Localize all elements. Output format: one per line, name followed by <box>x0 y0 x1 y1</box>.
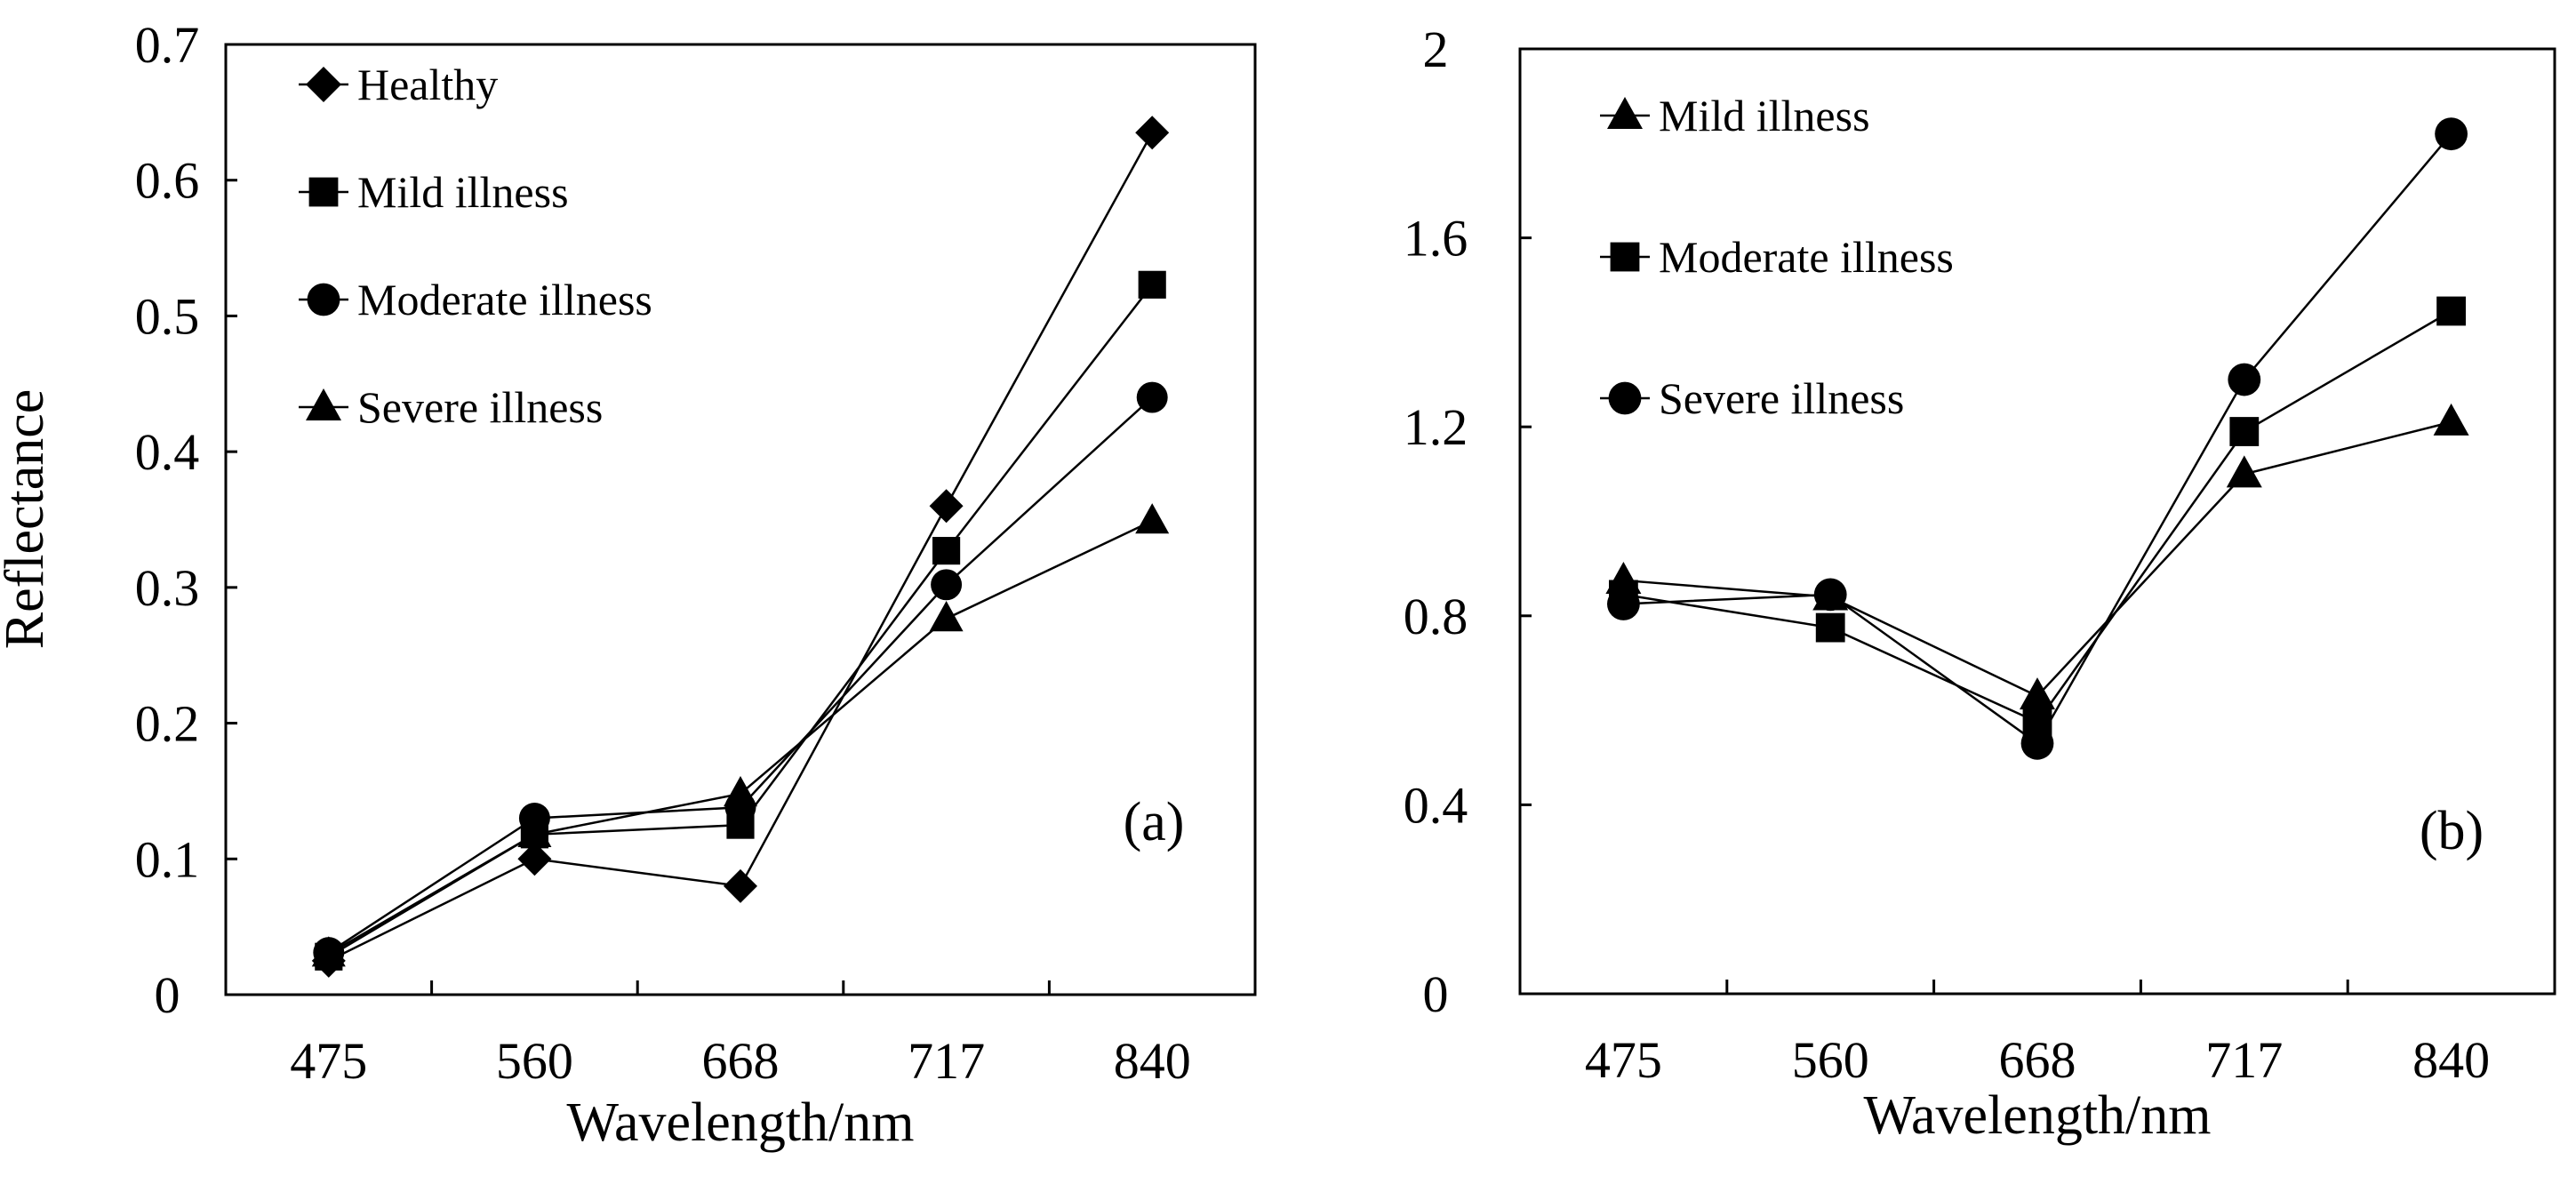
data-point-triangle <box>311 936 346 967</box>
x-tick-label: 560 <box>496 1032 573 1090</box>
chart-panel-b: 0 0.4 0.8 1.2 1.6 2 475 560 668 717 840 Wavelength/… <box>1404 20 2556 1146</box>
series-mild-illness <box>315 270 1166 971</box>
legend-label: Mild illness <box>357 167 569 217</box>
data-point-circle <box>2228 363 2261 396</box>
data-point-triangle <box>929 601 964 632</box>
x-tick-label: 475 <box>290 1032 367 1090</box>
series-moderate-illness <box>1609 296 2466 737</box>
x-tick-label: 717 <box>908 1032 985 1090</box>
legend-label: Severe illness <box>357 382 603 432</box>
x-tick-label: 475 <box>1585 1031 1662 1089</box>
y-axis-title: Reflectance <box>0 389 55 650</box>
legend-label: Moderate illness <box>1659 232 1954 282</box>
x-tick-label: 840 <box>2412 1031 2490 1089</box>
data-point-circle <box>2435 117 2468 151</box>
panel-label: (a) <box>1124 792 1185 852</box>
y-tick-label: 0 <box>1423 965 1449 1023</box>
series-line <box>1623 132 2452 746</box>
x-axis-title: Wavelength/nm <box>1863 1085 2211 1146</box>
data-point-triangle <box>1135 503 1170 534</box>
y-tick-label: 0.4 <box>1404 776 1468 834</box>
series-line <box>1623 420 2452 698</box>
y-tick-label: 0.5 <box>135 287 200 345</box>
legend: Mild illness Moderate illness Severe illne… <box>1600 91 1954 423</box>
series-severe-illness <box>1607 117 2468 760</box>
data-point-square <box>1138 270 1166 299</box>
data-point-diamond <box>724 868 757 903</box>
x-tick-label: 668 <box>702 1032 780 1090</box>
legend-label: Moderate illness <box>357 275 652 324</box>
series-healthy <box>311 116 1170 978</box>
y-tick-label: 0.6 <box>135 152 200 210</box>
data-point-square <box>932 537 961 565</box>
y-tick-label: 0.1 <box>135 830 200 888</box>
x-tick-label: 840 <box>1114 1032 1191 1090</box>
plot-frame <box>224 43 1257 996</box>
x-tick-label: 560 <box>1792 1031 1869 1089</box>
y-tick-label: 1.2 <box>1404 398 1468 456</box>
legend-marker-circle <box>307 283 340 316</box>
chart-panel-a: 0 0.1 0.2 0.3 0.4 0.5 0.6 0.7 475 560 668 717 840 Wav… <box>0 16 1257 1153</box>
legend-marker-triangle <box>306 388 341 420</box>
y-tick-label: 1.6 <box>1404 210 1468 268</box>
data-point-circle <box>931 569 963 601</box>
data-point-diamond <box>517 842 552 876</box>
data-point-circle <box>1813 578 1847 612</box>
data-point-circle <box>1136 381 1168 413</box>
data-point-diamond <box>1135 116 1170 150</box>
y-tick-label: 0.8 <box>1404 588 1468 645</box>
series-mild-illness <box>1605 403 2469 710</box>
legend-marker-square <box>1610 242 1640 272</box>
data-point-triangle <box>2433 403 2469 436</box>
panel-label: (b) <box>2420 801 2484 861</box>
y-tick-label: 0.3 <box>135 559 200 617</box>
legend-label: Mild illness <box>1659 91 1870 140</box>
legend-marker-circle <box>1608 381 1642 415</box>
legend-marker-triangle <box>1607 97 1643 129</box>
legend-label: Severe illness <box>1659 373 1904 423</box>
legend: Healthy Mild illness Moderate illness Sever… <box>299 60 652 432</box>
y-tick-label: 0.2 <box>135 695 200 753</box>
data-point-square <box>2436 296 2466 326</box>
x-tick-label: 668 <box>1999 1031 2076 1089</box>
data-point-square <box>1815 612 1845 643</box>
data-point-triangle <box>517 816 552 848</box>
y-tick-label: 0.7 <box>135 16 200 74</box>
legend-marker-diamond <box>306 67 341 102</box>
data-point-square <box>2229 417 2260 446</box>
plot-frame <box>1518 47 2556 996</box>
y-tick-label: 0.4 <box>135 423 200 481</box>
data-point-triangle <box>724 776 757 807</box>
legend-label: Healthy <box>357 60 498 109</box>
data-point-circle <box>1607 588 1640 620</box>
data-point-diamond <box>929 489 964 524</box>
data-point-triangle <box>2020 677 2055 710</box>
x-tick-label: 717 <box>2205 1031 2283 1089</box>
y-tick-label: 0 <box>155 966 180 1024</box>
series-severe-illness <box>311 503 1170 967</box>
data-point-circle <box>2020 726 2054 760</box>
x-axis-title: Wavelength/nm <box>566 1092 914 1153</box>
legend-marker-square <box>308 177 339 207</box>
y-tick-label: 2 <box>1423 20 1449 78</box>
data-point-triangle <box>2226 455 2262 488</box>
